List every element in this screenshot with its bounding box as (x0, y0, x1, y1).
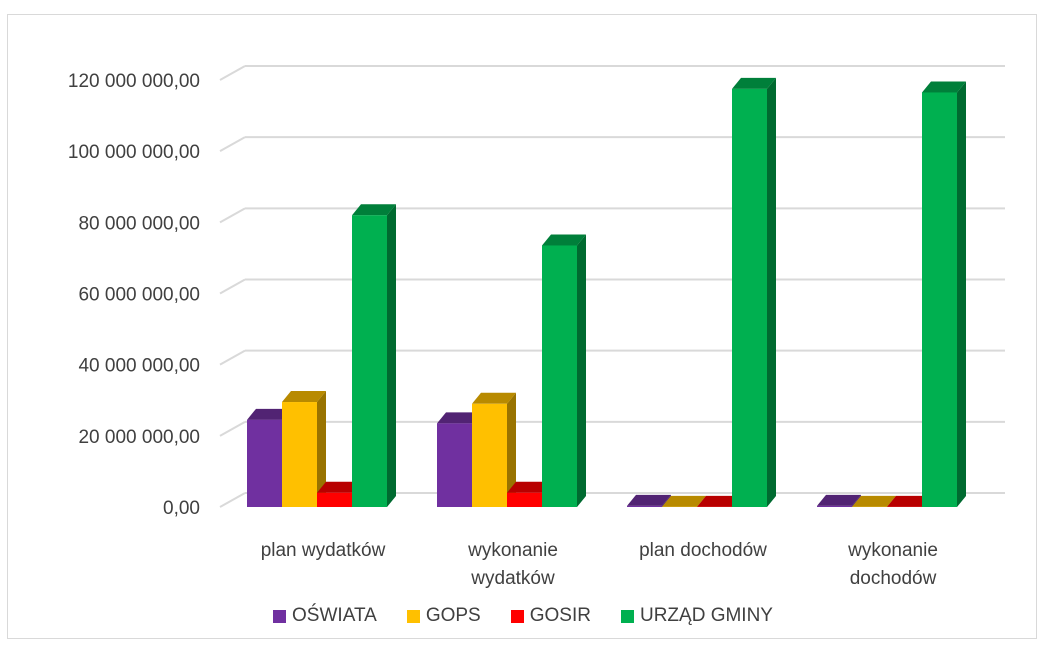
y-tick-label: 80 000 000,00 (78, 213, 200, 234)
bar-side (387, 204, 396, 507)
bar-top (817, 494, 861, 506)
legend-swatch (406, 609, 420, 623)
bar-side (957, 81, 966, 508)
x-category-label: plan wydatków (261, 540, 386, 561)
bar-top (732, 77, 776, 89)
y-tick-label: 100 000 000,00 (68, 142, 200, 163)
gridline-depth (219, 65, 246, 81)
x-category-label: plan dochodów (639, 540, 767, 561)
bar-front (472, 403, 507, 507)
legend-label: GOSIR (529, 605, 591, 626)
bar-top (627, 494, 671, 506)
bar-front (247, 419, 282, 507)
bar-top (352, 204, 396, 216)
bar-front (437, 423, 472, 507)
legend-label: GOPS (425, 605, 481, 626)
bar-front (817, 505, 852, 507)
chart-legend: OŚWIATA GOPS GOSIR URZĄD GMINY (0, 598, 1046, 634)
bar-front (507, 492, 542, 507)
bars (247, 77, 966, 508)
gridlines (219, 65, 1005, 508)
bar-side (507, 392, 516, 507)
bar-side (662, 494, 671, 507)
bar-side (577, 234, 586, 507)
bar-top (662, 495, 706, 507)
bar-urząd-gminy (922, 81, 966, 508)
bar-oświata (437, 412, 481, 507)
y-tick-label: 20 000 000,00 (78, 427, 200, 448)
y-axis-tick-labels: 0,00 20 000 000,00 40 000 000,00 60 000 000… (68, 71, 200, 519)
bar-top (317, 481, 361, 493)
x-category-label: wykonanie (467, 540, 558, 561)
bar-side (317, 391, 326, 507)
bar-front (352, 215, 387, 507)
x-category-label: wydatków (470, 568, 555, 589)
bar-front (282, 402, 317, 507)
bar-front (732, 88, 767, 507)
gridline-depth (219, 420, 246, 437)
legend-item: GOPS (406, 605, 481, 627)
bar-gops (472, 392, 516, 507)
y-tick-label: 0,00 (163, 498, 200, 519)
bar-oświata (817, 494, 861, 507)
bar-front (542, 245, 577, 507)
bar-top (472, 392, 516, 404)
x-category-label: dochodów (850, 568, 937, 589)
bar-top (852, 495, 896, 507)
bar-top (282, 391, 326, 403)
legend-swatch (273, 609, 287, 623)
legend-swatch (510, 609, 524, 623)
y-tick-label: 40 000 000,00 (78, 356, 200, 377)
y-tick-label: 120 000 000,00 (68, 71, 200, 92)
bar-front (317, 492, 352, 507)
gridline-depth (219, 207, 246, 224)
legend-label: OŚWIATA (292, 605, 377, 626)
bar-top (922, 81, 966, 93)
gridline-depth (219, 349, 246, 366)
legend-label: URZĄD GMINY (639, 605, 773, 626)
bar-top (247, 408, 291, 420)
bar-gops (282, 391, 326, 507)
bar-top (887, 495, 931, 507)
bar-top (507, 481, 551, 493)
bar-top (437, 412, 481, 424)
bar-side (852, 494, 861, 507)
legend-item: URZĄD GMINY (620, 605, 773, 627)
bar-urząd-gminy (542, 234, 586, 507)
gridline-depth (219, 492, 246, 508)
gridline-depth (219, 136, 246, 153)
gridline-depth (219, 278, 246, 295)
legend-item: OŚWIATA (273, 605, 377, 627)
y-tick-label: 60 000 000,00 (78, 285, 200, 306)
bar-top (542, 234, 586, 246)
legend-item: GOSIR (510, 605, 591, 627)
bar-front (627, 505, 662, 507)
bar-oświata (627, 494, 671, 507)
x-axis-category-labels: plan wydatków wykonanie wydatków plan docho… (261, 540, 938, 589)
bar-urząd-gminy (352, 204, 396, 507)
x-category-label: wykonanie (847, 540, 938, 561)
bar-front (922, 92, 957, 508)
bar-side (767, 77, 776, 507)
bar-urząd-gminy (732, 77, 776, 507)
legend-swatch (620, 609, 634, 623)
bar-top (697, 495, 741, 507)
chart-frame (7, 14, 1037, 639)
